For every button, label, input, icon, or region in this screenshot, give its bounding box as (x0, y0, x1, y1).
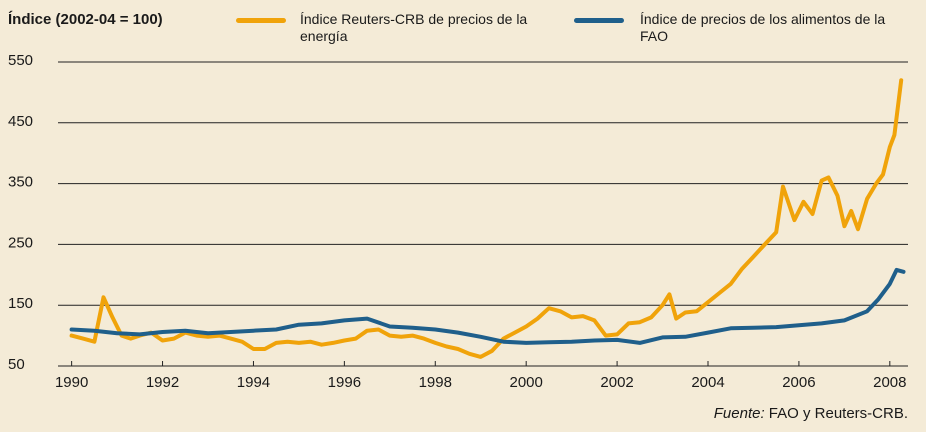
y-tick-label: 150 (8, 295, 33, 312)
legend-label: Índice de precios de los alimentos de la… (640, 11, 886, 44)
legend-label: Índice Reuters-CRB de precios de la ener… (300, 11, 528, 44)
x-tick-label: 2008 (873, 374, 906, 391)
line-series (69, 78, 904, 359)
source: Fuente: FAO y Reuters-CRB. (714, 405, 908, 422)
source-text: FAO y Reuters-CRB. (769, 405, 908, 422)
x-tick-label: 2004 (691, 374, 724, 391)
y-axis-label: Índice (2002-04 = 100) (8, 11, 163, 28)
y-tick-label: 50 (8, 356, 25, 373)
line-series (69, 267, 906, 345)
y-tick-label: 550 (8, 52, 33, 69)
y-tick-label: 450 (8, 113, 33, 130)
x-tick-label: 1990 (55, 374, 88, 391)
y-tick-label: 250 (8, 234, 33, 251)
x-tick-label: 1996 (328, 374, 361, 391)
x-tick-label: 2002 (600, 374, 633, 391)
x-tick-label: 2000 (509, 374, 542, 391)
legend-swatch (236, 18, 286, 23)
x-tick-label: 1998 (419, 374, 452, 391)
y-tick-label: 350 (8, 174, 33, 191)
legend-swatch (574, 18, 624, 23)
x-tick-label: 1992 (146, 374, 179, 391)
x-tick-label: 2006 (782, 374, 815, 391)
x-tick-label: 1994 (237, 374, 270, 391)
source-label: Fuente: (714, 405, 765, 422)
